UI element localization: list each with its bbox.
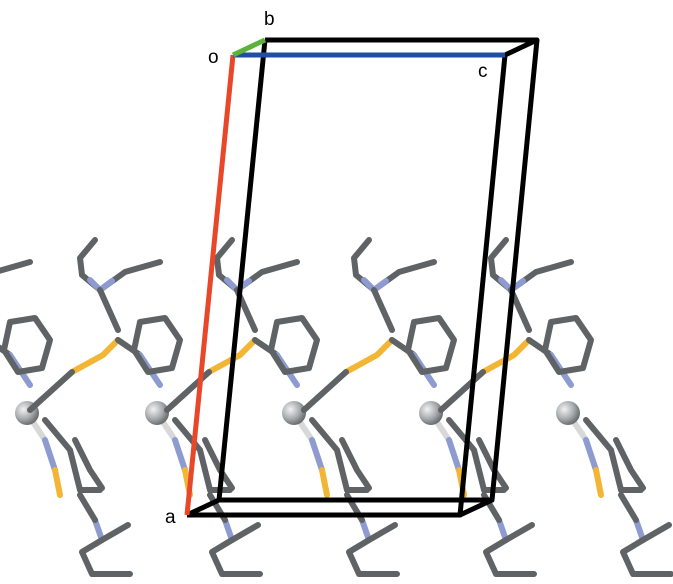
axis-label-b: b	[264, 9, 275, 30]
molecules	[0, 240, 671, 574]
page: b o c a (() => { const data = JSON.parse…	[0, 0, 673, 579]
molecule	[0, 240, 130, 574]
axis-label-o: o	[208, 47, 219, 68]
molecule	[441, 240, 671, 574]
axis-label-c: c	[478, 61, 488, 82]
axis-label-a: a	[165, 507, 176, 528]
molecule	[30, 240, 260, 574]
molecule	[167, 240, 397, 574]
packing-diagram: b o c a	[0, 0, 673, 579]
